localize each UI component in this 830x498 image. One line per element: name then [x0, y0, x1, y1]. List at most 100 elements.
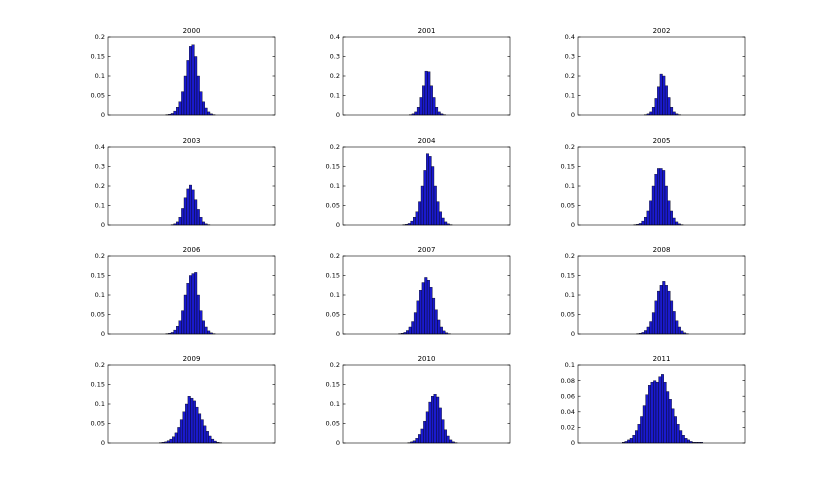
histogram-bar — [183, 197, 187, 226]
histogram-bar — [413, 312, 417, 335]
histogram-bar — [654, 98, 658, 116]
histogram-bar — [438, 407, 442, 444]
histogram-bar — [427, 71, 431, 116]
histogram-bar — [655, 381, 659, 444]
histogram-bar — [419, 290, 423, 335]
histogram-bar — [194, 272, 198, 335]
subplot-2004: 2004 0 0.05 0.1 0.15 0.2 — [326, 137, 511, 229]
histogram-bar — [174, 432, 178, 444]
histogram-bar — [664, 185, 668, 226]
histogram-bar — [648, 385, 651, 444]
y-tick-label: 0.2 — [565, 252, 575, 260]
histogram-bar — [646, 210, 650, 226]
histogram-bar — [668, 399, 672, 444]
y-tick-label: 0.08 — [561, 377, 575, 385]
histogram-bar — [627, 439, 631, 444]
histogram-bar — [672, 111, 676, 116]
y-tick-label: 0.1 — [565, 92, 575, 100]
histogram-bar — [181, 310, 185, 335]
histogram-bar — [637, 424, 641, 444]
y-tick-label: 0.1 — [565, 182, 575, 190]
histogram-bar — [664, 285, 668, 335]
histogram-bar — [672, 217, 676, 226]
histogram-bar — [429, 287, 433, 335]
histogram-bar — [186, 188, 190, 226]
histogram-bar — [205, 431, 209, 444]
histogram-bar — [211, 438, 215, 444]
subplot-2009: 2009 0 0.05 0.1 0.15 0.2 — [91, 355, 276, 447]
histogram-bar — [411, 321, 415, 335]
histogram-bar — [183, 294, 187, 335]
y-tick-label: 0.05 — [91, 420, 105, 428]
histogram-bar — [667, 97, 671, 116]
y-tick-label: 0.15 — [326, 381, 340, 389]
y-tick-label: 0.1 — [330, 400, 340, 408]
histogram-bar — [442, 330, 446, 335]
histogram-bar — [415, 438, 419, 444]
histogram-bar — [425, 411, 429, 444]
subplot-title: 2007 — [418, 246, 436, 254]
histogram-bar — [650, 381, 654, 444]
histogram-bar — [199, 217, 203, 226]
histogram-bar — [182, 411, 186, 444]
histogram-bar — [200, 419, 204, 444]
histogram-bar — [446, 435, 450, 444]
y-tick-label: 0 — [571, 221, 575, 229]
y-tick-label: 0.15 — [326, 272, 340, 280]
y-tick-label: 0.15 — [561, 272, 575, 280]
histogram-bar — [179, 419, 183, 444]
histogram-bar — [419, 97, 423, 116]
histogram-bar — [199, 91, 203, 116]
y-tick-label: 0.15 — [91, 381, 105, 389]
histogram-bar — [178, 320, 182, 335]
histogram-bar — [431, 166, 435, 226]
histogram-bar — [658, 376, 662, 444]
histogram-bar — [413, 217, 416, 226]
y-tick-label: 0.2 — [330, 252, 340, 260]
histogram-bar — [415, 211, 419, 226]
histogram-bar — [181, 91, 185, 116]
y-tick-label: 0.1 — [330, 291, 340, 299]
subplot-2001: 2001 0 0.1 0.2 0.3 0.4 — [330, 27, 511, 119]
histogram-bar — [192, 400, 196, 444]
subplot-title: 2010 — [418, 355, 436, 363]
histogram-bar — [196, 209, 200, 226]
histogram-bar — [414, 111, 418, 116]
histogram-bar — [189, 275, 192, 335]
y-tick-label: 0.1 — [330, 92, 340, 100]
histogram-bar — [203, 425, 207, 444]
y-tick-label: 0 — [336, 439, 340, 447]
histogram-bar — [662, 75, 666, 116]
histogram-bar — [173, 110, 177, 116]
histogram-bar — [632, 435, 636, 444]
histogram-bar — [187, 396, 191, 444]
subplot-2007: 2007 0 0.05 0.1 0.15 0.2 — [326, 246, 511, 338]
y-tick-label: 0.1 — [565, 291, 575, 299]
histogram-bar — [433, 185, 437, 226]
subplot-title: 2006 — [183, 246, 201, 254]
histogram-bar — [196, 75, 200, 116]
histogram-bar — [671, 408, 675, 444]
histogram-bar — [428, 156, 432, 226]
y-tick-label: 0.2 — [95, 182, 105, 190]
histogram-bar — [662, 281, 666, 335]
subplot-title: 2001 — [418, 27, 436, 35]
y-tick-label: 0.3 — [330, 53, 340, 61]
histogram-bar — [426, 280, 430, 335]
histogram-bar — [433, 394, 437, 444]
y-tick-label: 0.2 — [330, 72, 340, 80]
histogram-bar — [439, 326, 443, 335]
y-tick-label: 0.06 — [561, 392, 575, 400]
histogram-bar — [667, 290, 671, 335]
histogram-bar — [684, 438, 688, 444]
histogram-bar — [670, 107, 674, 116]
histogram-bar — [441, 217, 445, 226]
subplot-2011: 2011 0 0.02 0.04 0.06 0.08 0.1 — [561, 355, 746, 447]
histogram-bar — [177, 427, 181, 444]
subplot-2005: 2005 0 0.05 0.1 0.15 0.2 — [561, 137, 746, 229]
y-tick-label: 0 — [101, 111, 105, 119]
y-tick-label: 0 — [336, 111, 340, 119]
histogram-bar — [659, 73, 663, 116]
y-tick-label: 0.15 — [326, 163, 340, 171]
histogram-bar — [418, 434, 421, 444]
